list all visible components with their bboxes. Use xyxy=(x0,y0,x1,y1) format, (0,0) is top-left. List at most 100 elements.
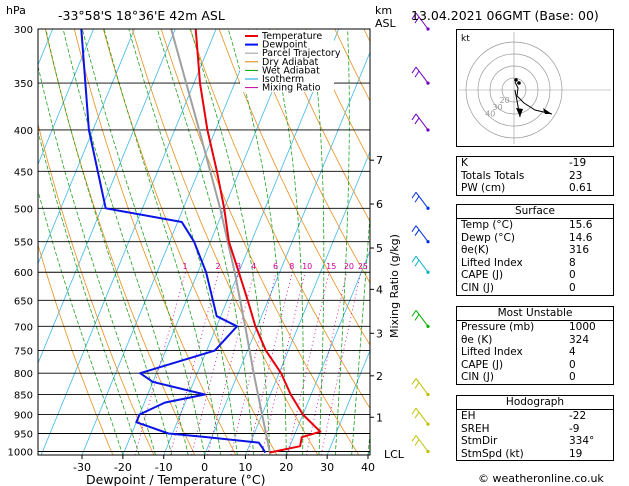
mixing-ratio-axis-label: Mixing Ratio (g/kg) xyxy=(388,234,401,338)
isotherm-line xyxy=(38,29,94,166)
hodograph-panel: kt 20 30 40 xyxy=(456,29,614,147)
dry-adiabat-line xyxy=(624,29,629,455)
dry-adiabat-line xyxy=(218,29,370,346)
km-tick-label: 4 xyxy=(376,283,383,296)
temp-tick-label: 40 xyxy=(361,461,375,474)
most-unstable-value: 0 xyxy=(569,371,576,384)
mixing-ratio-line xyxy=(320,272,362,455)
wet-adiabat-line xyxy=(156,29,254,455)
surface-value: 0 xyxy=(569,269,576,282)
temp-tick-label: -10 xyxy=(155,461,173,474)
dry-adiabat-line xyxy=(38,243,114,455)
hodograph-ring-label: 40 xyxy=(485,109,495,118)
isotherm-line xyxy=(326,349,370,455)
legend-label: Mixing Ratio xyxy=(262,83,321,94)
km-tick-label: 3 xyxy=(376,327,383,340)
pressure-tick-label: 400 xyxy=(14,126,33,137)
legend-label: Temperature xyxy=(261,31,322,42)
surface-row: Dewp (°C) 14.6 xyxy=(457,232,613,245)
hodograph-stat-value: 19 xyxy=(569,447,583,460)
legend-label: Parcel Trajectory xyxy=(262,48,341,59)
surface-label: Temp (°C) xyxy=(461,219,514,231)
pressure-tick-label: 550 xyxy=(14,238,33,249)
mixing-ratio-tick-label: 6 xyxy=(273,262,278,271)
dry-adiabat-line xyxy=(38,122,155,455)
mixing-ratio-tick-label: 25 xyxy=(358,262,368,271)
pressure-tick-label: 700 xyxy=(14,322,33,333)
x-axis-label: Dewpoint / Temperature (°C) xyxy=(86,472,265,486)
wet-adiabat-line xyxy=(62,29,189,455)
wet-adiabat-line xyxy=(38,129,140,455)
legend-label: Dewpoint xyxy=(262,40,307,51)
wind-barb-icon xyxy=(411,113,430,132)
km-tick-label: 2 xyxy=(376,370,383,383)
dry-adiabat-line xyxy=(102,29,278,455)
index-row: PW (cm) 0.61 xyxy=(457,182,613,195)
temp-tick-label: 30 xyxy=(320,461,334,474)
wet-adiabat-line xyxy=(103,29,222,455)
surface-value: 0 xyxy=(569,281,576,294)
mixing-ratio-line xyxy=(261,272,306,455)
index-label: Totals Totals xyxy=(461,169,525,182)
dewpoint-line xyxy=(80,29,267,454)
hodograph-stats-title: Hodograph xyxy=(457,396,613,410)
hodograph-stat-label: SREH xyxy=(461,422,490,435)
pressure-tick-label: 600 xyxy=(14,268,33,279)
hodograph-stat-label: EH xyxy=(461,410,476,422)
most-unstable-row: Pressure (mb) 1000 xyxy=(457,321,613,334)
footer-copyright: © weatheronline.co.uk xyxy=(478,472,604,485)
hodograph-unit-label: kt xyxy=(461,34,470,44)
legend-label: Dry Adiabat xyxy=(262,57,319,68)
mixing-ratio-tick-label: 8 xyxy=(289,262,294,271)
temp-tick-label: 20 xyxy=(279,461,293,474)
temp-tick-label: 10 xyxy=(238,461,252,474)
wet-adiabat-line xyxy=(45,29,173,455)
dry-adiabat-line xyxy=(189,29,370,410)
legend-label: Isotherm xyxy=(262,74,304,85)
mixing-ratio-line xyxy=(191,272,240,455)
surface-value: 8 xyxy=(569,256,576,269)
mixing-ratio-tick-label: 1 xyxy=(182,262,187,271)
wind-barb-icon xyxy=(411,191,430,210)
most-unstable-panel: Most Unstable Pressure (mb) 1000 θe (K) 324… xyxy=(456,306,614,385)
pressure-tick-label: 300 xyxy=(14,25,33,36)
dry-adiabat-line xyxy=(305,29,370,162)
hodograph-stat-row: StmDir 334° xyxy=(457,435,613,448)
temp-tick-label: 0 xyxy=(201,461,208,474)
indices-panel: K -19 Totals Totals 23 PW (cm) 0.61 xyxy=(456,156,614,196)
surface-row: Temp (°C) 15.6 xyxy=(457,219,613,232)
most-unstable-value: 324 xyxy=(569,333,590,346)
most-unstable-label: CIN (J) xyxy=(461,371,494,384)
most-unstable-label: Lifted Index xyxy=(461,346,523,359)
km-tick-label: 6 xyxy=(376,198,383,211)
most-unstable-label: CAPE (J) xyxy=(461,358,504,371)
most-unstable-value: 1000 xyxy=(569,321,596,333)
legend-label: Wet Adiabat xyxy=(262,65,320,76)
hodograph-arrow-icon xyxy=(543,108,552,114)
surface-panel: Surface Temp (°C) 15.6 Dewp (°C) 14.6 θe(K) 3… xyxy=(456,204,614,296)
temp-tick-label: -30 xyxy=(73,461,91,474)
mixing-ratio-line xyxy=(169,272,219,455)
index-value: -19 xyxy=(569,157,587,169)
pressure-tick-label: 1000 xyxy=(8,448,33,459)
most-unstable-row: Lifted Index 4 xyxy=(457,346,613,359)
temperature-line xyxy=(194,29,322,454)
pressure-tick-label: 650 xyxy=(14,296,33,307)
surface-row: θe(K) 316 xyxy=(457,244,613,257)
hodograph-stats-panel: Hodograph EH -22 SREH -9 StmDir 334° StmSpd (k… xyxy=(456,395,614,462)
dry-adiabat-line xyxy=(276,29,370,223)
index-row: K -19 xyxy=(457,157,613,170)
hodograph-stat-value: -9 xyxy=(569,422,580,435)
index-row: Totals Totals 23 xyxy=(457,170,613,183)
dry-adiabat-line xyxy=(131,29,319,455)
datetime-title: 13.04.2021 06GMT (Base: 00) xyxy=(411,8,599,23)
index-value: 0.61 xyxy=(569,182,593,195)
temp-tick-label: -20 xyxy=(114,461,132,474)
pressure-tick-label: 450 xyxy=(14,167,33,178)
km-tick-label: 5 xyxy=(376,242,383,255)
most-unstable-label: Pressure (mb) xyxy=(461,321,535,333)
pressure-tick-label: 350 xyxy=(14,79,33,90)
most-unstable-value: 4 xyxy=(569,346,576,359)
wind-barb-icon xyxy=(411,66,430,85)
pressure-tick-label: 950 xyxy=(14,430,33,441)
